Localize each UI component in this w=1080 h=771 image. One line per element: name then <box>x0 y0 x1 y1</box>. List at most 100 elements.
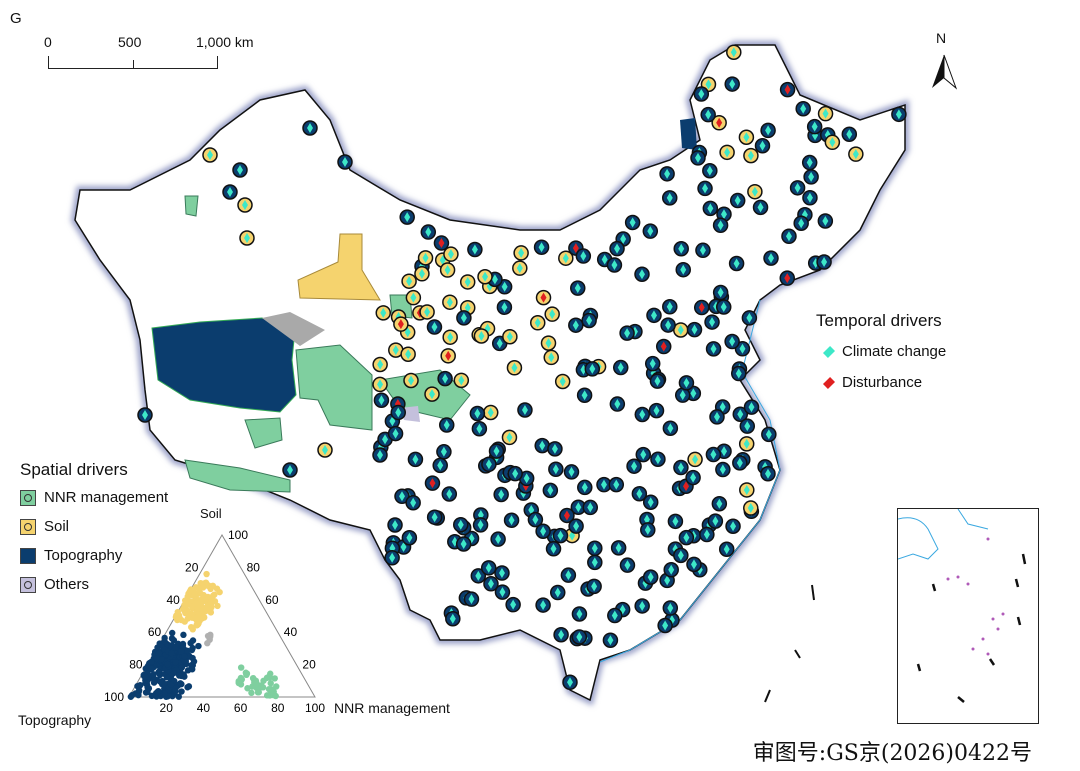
diamond-icon <box>720 209 727 220</box>
diamond-icon <box>576 631 583 642</box>
ternary-point <box>192 584 200 591</box>
diamond-icon <box>440 446 447 457</box>
legend-label: Topography <box>44 547 123 564</box>
diamond-icon <box>692 454 699 465</box>
diamond-icon <box>631 461 638 472</box>
diamond-icon <box>516 263 523 274</box>
diamond-icon <box>737 409 744 420</box>
diamond-icon <box>575 502 582 513</box>
ternary-point <box>205 582 212 589</box>
diamond-icon <box>846 129 853 140</box>
ternary-point <box>181 673 188 680</box>
diamond-icon <box>485 562 492 573</box>
diamond-icon <box>572 320 579 331</box>
diamond-icon <box>639 409 646 420</box>
temporal-legend-title: Temporal drivers <box>816 311 942 330</box>
diamond-icon <box>699 245 706 256</box>
diamond-icon <box>438 238 445 249</box>
diamond-icon <box>464 302 471 313</box>
ternary-tick: 40 <box>284 625 298 639</box>
diamond-icon <box>566 677 573 688</box>
ternary-point <box>185 601 192 608</box>
ternary-point <box>148 658 155 665</box>
diamond-icon <box>237 165 243 175</box>
diamond-icon <box>679 390 686 401</box>
diamond-icon <box>460 538 467 549</box>
diamond-icon <box>482 271 489 282</box>
diamond-icon <box>601 254 608 265</box>
diamond-icon <box>498 489 505 500</box>
diamond-icon <box>439 255 446 266</box>
diamond-icon <box>683 377 690 388</box>
ternary-point <box>203 570 210 578</box>
diamond-icon <box>377 450 383 460</box>
diamond-icon <box>565 570 572 581</box>
legend-label: Climate change <box>842 343 947 360</box>
diamond-icon <box>614 243 621 254</box>
diamond-icon <box>447 332 454 343</box>
ternary-point <box>176 672 183 679</box>
south-china-sea-inset <box>897 508 1039 724</box>
ternary-tick: 40 <box>166 593 180 607</box>
diamond-icon <box>342 157 348 167</box>
others-swatch-icon <box>20 576 36 593</box>
diamond-icon <box>242 200 248 210</box>
ternary-point <box>184 647 191 655</box>
diamond-icon <box>822 108 829 119</box>
diamond-icon <box>683 481 690 492</box>
diamond-icon <box>562 253 569 264</box>
diamond-icon <box>690 388 697 399</box>
nnr-region <box>244 417 283 449</box>
diamond-icon <box>496 338 503 349</box>
diamond-icon <box>468 594 475 605</box>
nnr-region <box>184 459 291 493</box>
diamond-icon <box>822 376 836 389</box>
diamond-icon <box>613 479 620 490</box>
ternary-tick: 60 <box>265 593 279 607</box>
ternary-point <box>267 680 274 687</box>
diamond-icon <box>794 182 801 193</box>
soil-region <box>297 233 381 301</box>
ternary-point <box>198 596 205 603</box>
ternary-point <box>195 642 202 650</box>
diamond-icon <box>405 349 412 360</box>
scale-label-0: 0 <box>44 34 52 50</box>
diamond-icon <box>506 331 513 342</box>
diamond-icon <box>743 484 750 495</box>
diamond-icon <box>429 389 436 400</box>
diamond-icon <box>636 488 643 499</box>
diamond-icon <box>574 283 581 294</box>
diamond-icon <box>550 543 557 554</box>
diamond-icon <box>244 233 250 243</box>
diamond-icon <box>705 79 712 90</box>
diamond-icon <box>735 368 742 379</box>
diamond-icon <box>800 103 807 114</box>
ternary-point <box>168 649 175 657</box>
diamond-icon <box>615 542 622 553</box>
ternary-point <box>155 687 162 695</box>
diamond-icon <box>721 446 728 457</box>
diamond-icon <box>477 519 484 530</box>
diamond-icon <box>747 503 754 514</box>
nnr-region <box>184 195 199 217</box>
ternary-point <box>155 650 163 657</box>
diamond-icon <box>680 264 687 275</box>
diamond-icon <box>677 325 684 336</box>
diamond-icon <box>287 465 293 475</box>
diamond-icon <box>709 317 716 328</box>
ternary-point <box>184 615 192 622</box>
ternary-point <box>194 605 202 612</box>
diamond-icon <box>806 157 813 168</box>
diamond-icon <box>410 497 417 508</box>
topography-region <box>151 317 297 413</box>
ternary-point <box>161 638 168 645</box>
diamond-icon <box>895 109 902 120</box>
legend-label: Disturbance <box>842 374 923 391</box>
diamond-icon <box>624 328 631 339</box>
diamond-icon <box>716 117 723 128</box>
diamond-icon <box>713 411 720 422</box>
diamond-icon <box>418 268 425 279</box>
diamond-icon <box>506 432 513 443</box>
legend-nnr: NNR management <box>20 489 168 506</box>
ternary-tick: 80 <box>129 658 143 672</box>
